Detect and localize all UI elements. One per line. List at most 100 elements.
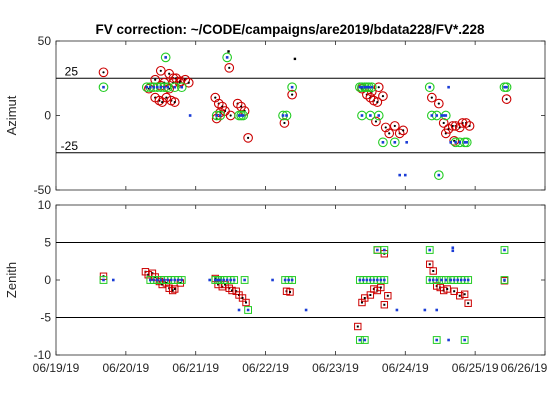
- series-black-dot: [227, 50, 297, 61]
- data-point: [437, 173, 441, 177]
- data-point-center: [214, 277, 217, 280]
- data-point-center: [467, 302, 470, 305]
- data-point: [501, 94, 512, 104]
- data-point: [360, 85, 364, 89]
- data-point: [164, 68, 175, 79]
- data-point: [155, 278, 159, 282]
- data-point-center: [360, 301, 363, 304]
- data-point: [443, 285, 451, 293]
- data-point: [221, 280, 229, 289]
- data-point-center: [241, 297, 244, 299]
- data-point: [449, 278, 452, 282]
- data-point: [169, 278, 173, 282]
- data-point: [158, 280, 166, 289]
- y-tick-label: 10: [38, 198, 52, 212]
- data-point: [454, 141, 457, 144]
- data-point-center: [283, 121, 286, 125]
- data-point-center: [214, 96, 217, 99]
- data-point: [432, 336, 441, 344]
- data-point: [166, 278, 170, 282]
- data-point-center: [356, 325, 359, 328]
- data-point: [405, 141, 408, 144]
- data-point: [355, 336, 364, 344]
- data-point: [372, 278, 376, 282]
- data-point: [229, 278, 232, 282]
- data-point: [372, 97, 383, 107]
- data-point: [365, 85, 369, 89]
- data-point-center: [369, 294, 372, 296]
- data-point: [241, 114, 245, 117]
- data-point-center: [102, 71, 105, 74]
- data-point: [286, 288, 294, 296]
- data-point: [447, 85, 450, 89]
- data-point: [424, 82, 435, 93]
- data-point: [463, 278, 466, 282]
- data-point: [225, 56, 229, 59]
- data-point: [456, 292, 464, 300]
- data-point: [358, 338, 362, 342]
- data-point: [466, 278, 470, 282]
- data-point: [435, 338, 439, 342]
- data-point: [213, 278, 217, 282]
- x-axis-date-ticks: 06/19/19 06/20/19 06/21/19 06/22/19 06/23/19…: [33, 361, 548, 375]
- data-point-center: [228, 66, 231, 69]
- data-point: [369, 278, 372, 282]
- data-point: [176, 278, 180, 282]
- data-point-center: [161, 100, 164, 104]
- data-point: [461, 118, 471, 128]
- data-point-center: [173, 288, 176, 290]
- data-point: [384, 292, 392, 300]
- data-point: [426, 92, 437, 103]
- data-point: [218, 114, 222, 117]
- data-point-center: [224, 283, 227, 286]
- data-point-center: [381, 95, 385, 98]
- data-point: [162, 85, 166, 89]
- data-point: [438, 118, 449, 128]
- data-point: [459, 278, 463, 282]
- data-point: [152, 278, 156, 282]
- data-point: [293, 57, 297, 61]
- data-point-center: [453, 290, 456, 293]
- data-point: [102, 85, 105, 89]
- data-point: [237, 114, 241, 117]
- data-point: [460, 336, 469, 344]
- x-tick-label: 06/22/19: [242, 361, 289, 375]
- data-point-center: [289, 291, 292, 293]
- data-point: [159, 278, 163, 282]
- data-point-center: [374, 120, 378, 123]
- data-point: [428, 278, 432, 282]
- data-point: [431, 278, 435, 282]
- data-point-center: [430, 96, 433, 99]
- data-point: [501, 82, 512, 93]
- data-point: [211, 113, 222, 124]
- data-point: [363, 338, 367, 342]
- data-point: [225, 278, 229, 282]
- data-point: [155, 85, 159, 89]
- data-point: [369, 114, 372, 117]
- data-point: [393, 141, 397, 144]
- data-point-center: [428, 263, 431, 266]
- data-point-center: [165, 96, 168, 99]
- data-point: [451, 249, 455, 253]
- data-point: [210, 92, 221, 103]
- data-point: [383, 278, 386, 282]
- data-point: [378, 91, 388, 101]
- data-point: [287, 82, 297, 93]
- x-tick-label: 06/26/19: [501, 361, 548, 375]
- data-point: [287, 278, 290, 282]
- data-point: [378, 137, 388, 148]
- data-point-center: [187, 81, 190, 84]
- data-point: [376, 248, 379, 252]
- data-point: [465, 141, 469, 144]
- data-point: [222, 52, 232, 63]
- data-point: [216, 278, 220, 282]
- data-point: [505, 85, 508, 89]
- y-tick-label: -5: [40, 311, 51, 325]
- y-axis-label: Zenith: [4, 262, 19, 298]
- data-point: [447, 121, 458, 131]
- data-point: [464, 299, 472, 307]
- data-point: [449, 141, 452, 144]
- data-point-center: [468, 124, 471, 128]
- data-point: [463, 141, 466, 144]
